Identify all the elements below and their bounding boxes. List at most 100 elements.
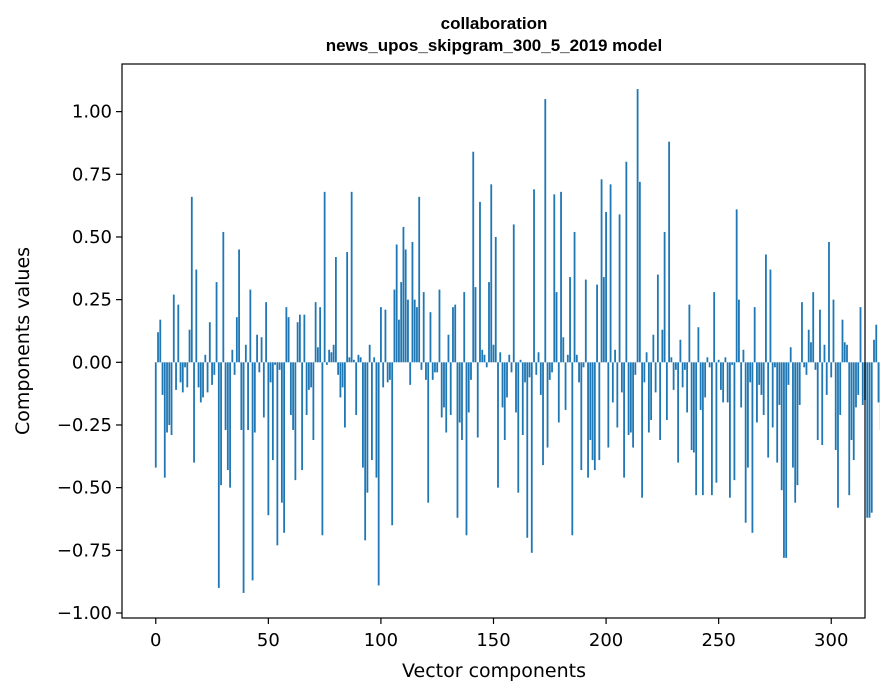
bar [780,362,783,491]
bar [749,362,752,383]
bar [359,357,362,363]
bar [389,362,391,380]
bar [679,339,682,363]
bar [384,309,387,363]
bar [366,362,369,493]
bar [395,244,398,363]
bar [217,362,220,588]
bar [769,269,772,363]
bar [659,362,662,441]
bar [670,357,673,363]
bar [377,362,380,586]
bar [697,327,700,363]
bar [184,362,186,368]
bar [683,362,686,370]
bar [503,362,506,441]
bar [641,362,643,498]
bar [591,362,594,461]
bar [159,319,162,363]
bar [249,289,252,363]
bar [861,362,864,405]
bar [638,181,641,363]
bar [704,362,707,398]
y-tick-label: 1.00 [72,102,112,123]
bar [235,317,238,363]
bar [575,354,578,363]
bar [654,362,657,393]
bar [157,332,159,363]
bar [443,362,445,408]
bar [852,362,855,461]
bar [701,362,704,496]
bar [738,299,740,363]
bar [461,362,463,441]
bar [323,191,326,363]
bar [362,362,364,468]
bar [528,362,531,378]
bar [305,362,308,415]
bar [267,362,270,516]
bar [258,362,261,373]
bar [224,362,227,430]
bar [553,194,556,363]
bar [792,362,794,468]
bar [296,322,299,363]
bar [607,362,610,448]
bar [510,362,513,373]
bar [314,302,317,363]
x-tick-label: 0 [150,630,161,651]
bar [206,362,209,393]
y-tick-label: −0.50 [57,478,112,499]
bar [807,329,810,363]
bar [456,362,459,518]
bar [634,362,637,375]
bar [307,362,310,390]
bar [256,334,258,363]
bar [841,319,844,363]
bar [756,362,758,423]
bar [488,282,490,363]
bar [233,362,236,375]
bar [517,362,520,493]
bar [814,362,817,370]
bar [524,362,526,383]
bar [355,362,358,415]
bar [767,362,770,458]
bar [690,362,693,451]
bar [825,362,828,395]
bar [681,362,684,388]
bar [762,362,765,415]
bar [341,362,344,388]
bar [497,362,499,488]
y-tick-label: 0.25 [72,290,112,311]
bar [386,362,389,383]
bar [485,362,488,368]
bar [794,362,797,503]
bar [830,362,833,378]
bar [440,362,443,418]
x-tick-label: 250 [701,630,735,651]
bar [598,362,601,461]
bar [656,274,659,363]
bar [850,362,853,441]
bar [197,362,200,388]
bar [301,362,304,471]
bar [208,322,211,363]
bar [533,189,535,363]
bar [584,279,587,363]
bar [186,362,189,388]
bar [618,214,621,363]
bar [512,224,515,363]
bar [380,307,382,363]
bar [434,362,436,373]
bar [569,277,571,363]
bar [404,249,407,363]
bar [287,317,290,363]
bar [375,362,378,478]
bar [229,362,231,488]
bar [177,304,180,363]
bar [870,362,873,513]
bar [602,277,605,363]
bar [303,314,306,363]
